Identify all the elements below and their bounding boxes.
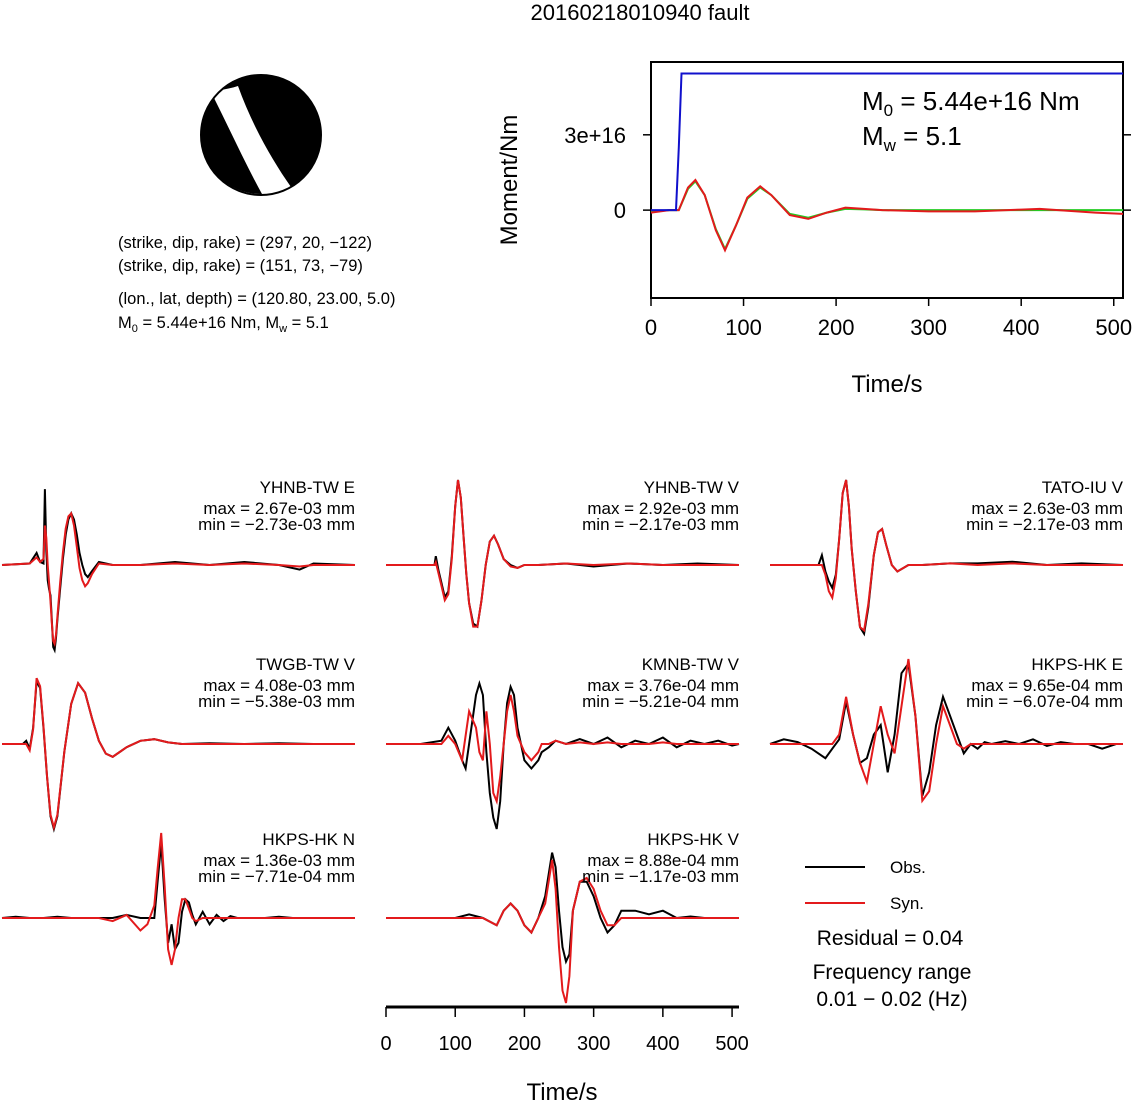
station-max-amplitude: max = 2.67e-03 mm xyxy=(203,499,355,518)
station-max-amplitude: max = 4.08e-03 mm xyxy=(203,676,355,695)
bottom-x-tick-label: 300 xyxy=(577,1033,610,1055)
moment-x-tick-label: 100 xyxy=(725,315,762,340)
moment-x-tick-label: 500 xyxy=(1095,315,1132,340)
frequency-range-title: Frequency range xyxy=(813,961,972,984)
station-min-amplitude: min = −2.17e-03 mm xyxy=(582,515,739,534)
station-min-amplitude: min = −2.17e-03 mm xyxy=(966,515,1123,534)
legend-obs-label: Obs. xyxy=(890,858,926,877)
station-name: HKPS-HK N xyxy=(262,830,355,849)
synthetic-waveform xyxy=(2,832,355,966)
observed-waveform xyxy=(386,680,740,830)
bottom-x-tick-label: 400 xyxy=(646,1033,679,1055)
station-name: TWGB-TW V xyxy=(256,655,356,674)
synthetic-waveform xyxy=(386,859,739,1004)
moment-panel: M0 = 5.44e+16 Nm Mw = 5.1 Moment/Nm Time… xyxy=(496,61,1132,398)
station-name: HKPS-HK V xyxy=(647,830,739,849)
station-name: HKPS-HK E xyxy=(1031,655,1123,674)
station-min-amplitude: min = −1.17e-03 mm xyxy=(582,867,739,886)
residual-text: Residual = 0.04 xyxy=(817,927,964,950)
synthetic-waveform xyxy=(386,694,739,805)
bottom-x-tick-label: 500 xyxy=(715,1033,748,1055)
station-name: YHNB-TW E xyxy=(260,478,355,497)
moment-x-tick-label: 400 xyxy=(1003,315,1040,340)
station-max-amplitude: max = 2.63e-03 mm xyxy=(971,499,1123,518)
moment-m0-label: M0 = 5.44e+16 Nm xyxy=(862,86,1080,120)
frequency-range-value: 0.01 − 0.02 (Hz) xyxy=(816,988,967,1011)
station-name: KMNB-TW V xyxy=(642,655,740,674)
moment-x-tick-label: 0 xyxy=(645,315,657,340)
synthetic-waveform xyxy=(386,479,739,628)
info-line-2: (strike, dip, rake) = (151, 73, −79) xyxy=(118,257,363,275)
synthetic-waveform xyxy=(1,511,355,648)
station-min-amplitude: min = −5.38e-03 mm xyxy=(198,692,355,711)
synthetic-waveform xyxy=(2,677,355,832)
info-line-4: M0 = 5.44e+16 Nm, Mw = 5.1 xyxy=(118,314,329,335)
synthetic-waveform xyxy=(770,658,1123,804)
moment-x-tick-label: 300 xyxy=(910,315,947,340)
station-min-amplitude: min = −7.71e-04 mm xyxy=(198,867,355,886)
moment-mw-label: Mw = 5.1 xyxy=(862,121,962,155)
moment-series-blue xyxy=(651,72,1123,212)
station-min-amplitude: min = −5.21e-04 mm xyxy=(582,692,739,711)
station-min-amplitude: min = −6.07e-04 mm xyxy=(966,692,1123,711)
station-max-amplitude: max = 9.65e-04 mm xyxy=(971,676,1123,695)
beachball-icon xyxy=(200,74,322,196)
synthetic-waveform xyxy=(770,479,1123,633)
station-max-amplitude: max = 8.88e-04 mm xyxy=(587,851,739,870)
moment-y-axis-label: Moment/Nm xyxy=(496,115,523,246)
moment-plot-frame xyxy=(650,61,1124,299)
legend: Obs. Syn. xyxy=(805,858,926,913)
bottom-x-axis-label: Time/s xyxy=(526,1079,597,1104)
station-max-amplitude: max = 3.76e-04 mm xyxy=(587,676,739,695)
station-name: TATO-IU V xyxy=(1042,478,1124,497)
moment-x-tick-label: 200 xyxy=(818,315,855,340)
legend-syn-label: Syn. xyxy=(890,894,924,913)
station-min-amplitude: min = −2.73e-03 mm xyxy=(198,515,355,534)
station-max-amplitude: max = 1.36e-03 mm xyxy=(203,851,355,870)
moment-y-tick-label: 0 xyxy=(614,198,626,223)
info-line-1: (strike, dip, rake) = (297, 20, −122) xyxy=(118,234,372,252)
moment-series-green xyxy=(650,179,1123,252)
moment-series-red xyxy=(650,178,1124,253)
moment-x-axis-label: Time/s xyxy=(851,371,922,398)
moment-y-tick-label: 3e+16 xyxy=(564,123,626,148)
bottom-x-tick-label: 200 xyxy=(508,1033,541,1055)
bottom-time-axis: Time/s 0 100 200 300 400 500 xyxy=(380,1005,749,1106)
bottom-x-tick-label: 100 xyxy=(439,1033,472,1055)
figure-title: 20160218010940 fault xyxy=(531,0,750,25)
station-name: YHNB-TW V xyxy=(644,478,740,497)
info-line-3: (lon., lat, depth) = (120.80, 23.00, 5.0… xyxy=(118,290,395,308)
observed-waveform xyxy=(386,852,739,965)
station-max-amplitude: max = 2.92e-03 mm xyxy=(587,499,739,518)
bottom-x-tick-label: 0 xyxy=(380,1033,391,1055)
